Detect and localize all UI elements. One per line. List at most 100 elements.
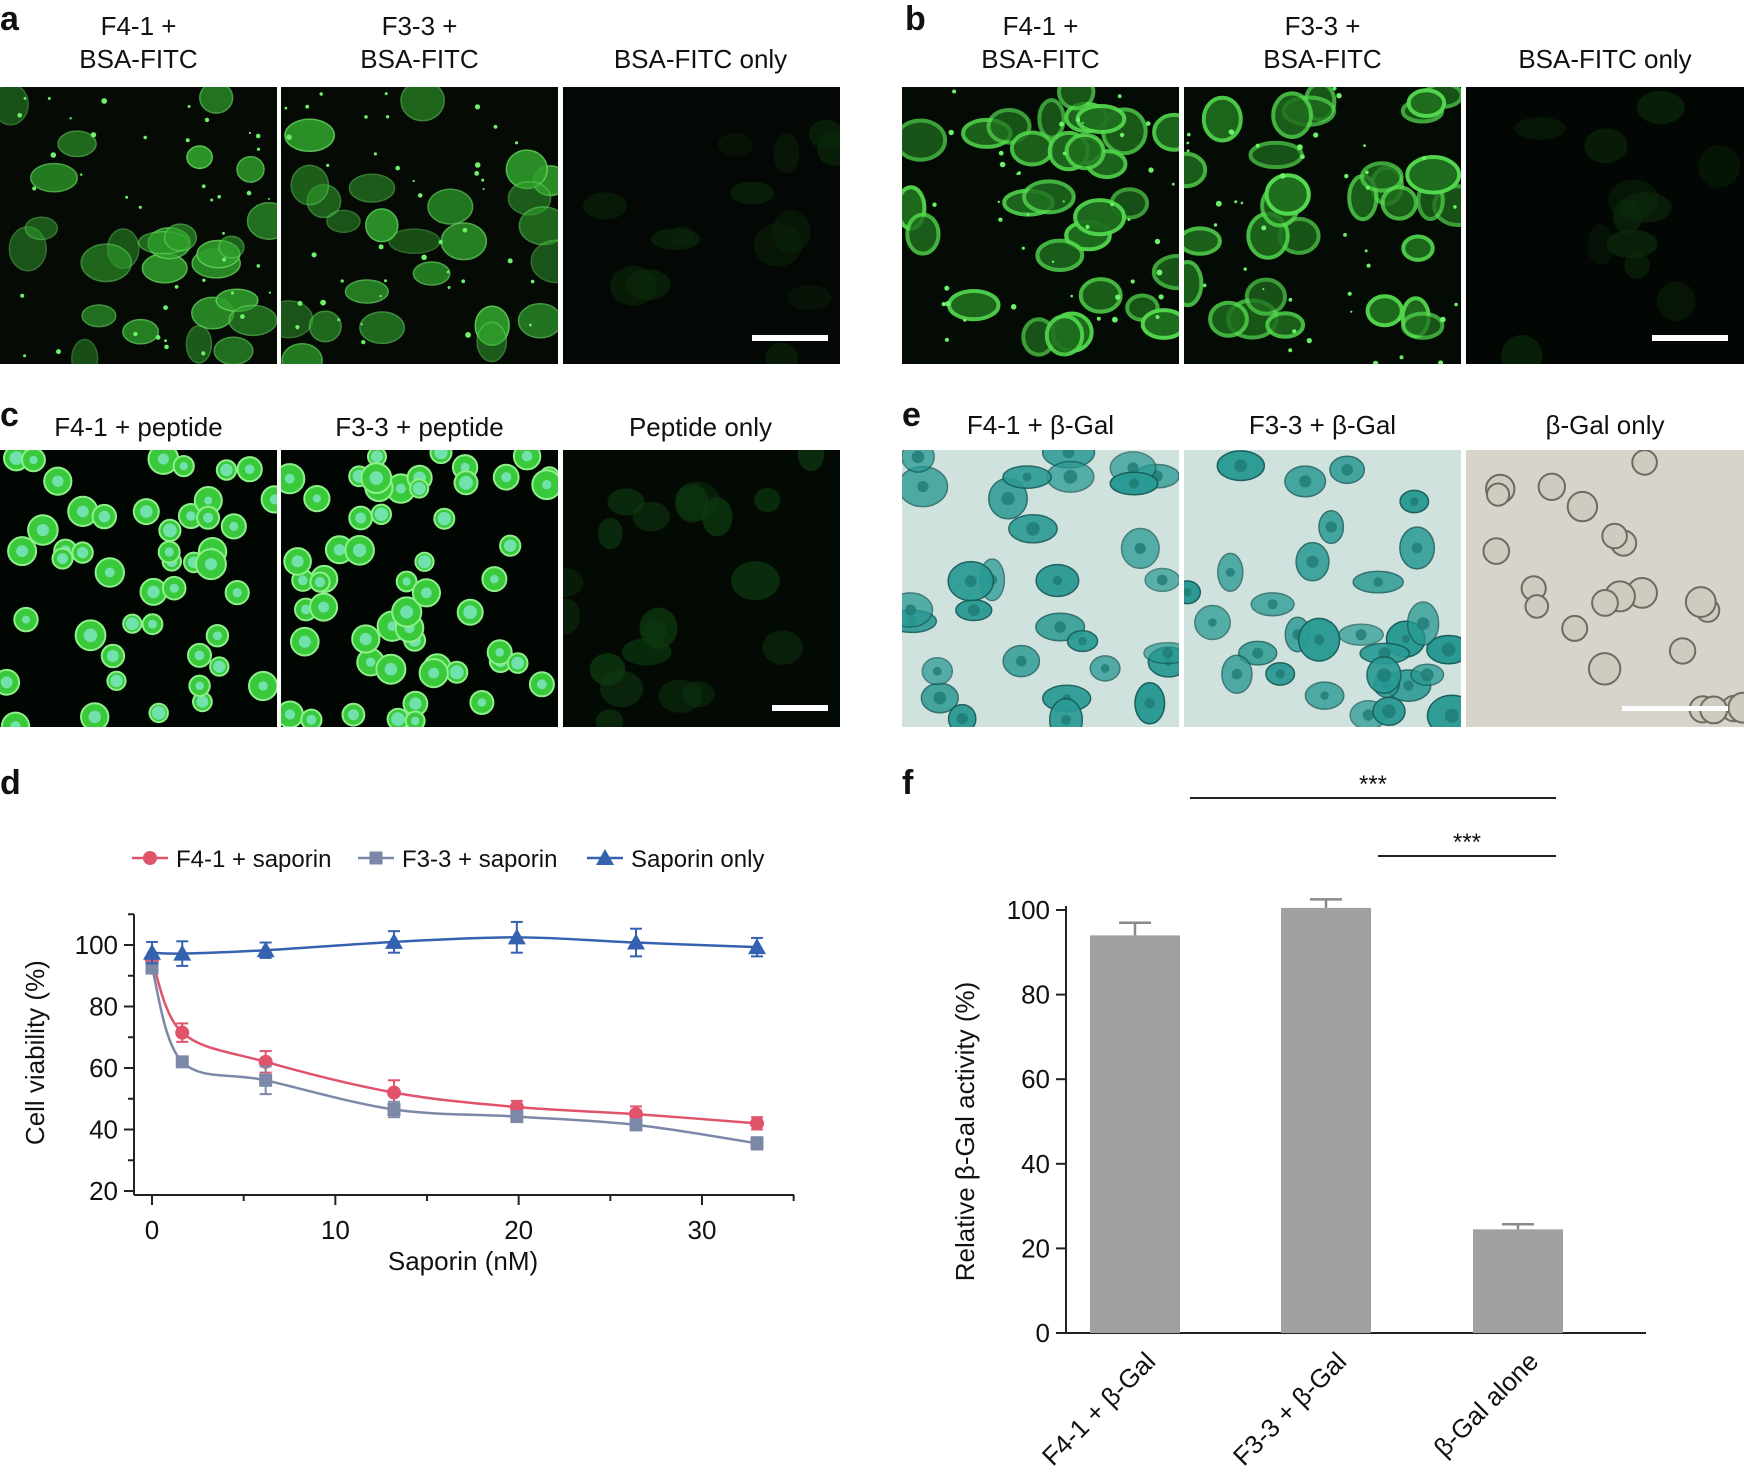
- cell-nucleus: [369, 471, 384, 485]
- cell-nucleus: [1275, 669, 1285, 679]
- cell-nucleus: [1100, 664, 1110, 673]
- cell-nucleus: [1052, 575, 1063, 586]
- cell-shape: [246, 202, 277, 240]
- vesicle-dot: [1365, 170, 1369, 175]
- cell-shape: [1636, 91, 1685, 124]
- vesicle-dot: [1421, 156, 1426, 161]
- vesicle-dot: [295, 325, 300, 330]
- micrograph-e-f33: [1184, 450, 1461, 727]
- cell-shape: [427, 188, 474, 225]
- cell-shape: [359, 311, 406, 345]
- vesicle-dot: [319, 92, 323, 96]
- cell-shape: [1244, 277, 1288, 316]
- cell-shape: [71, 338, 99, 364]
- panel-label-c: c: [0, 396, 19, 434]
- vesicle-dot: [337, 318, 341, 322]
- cell-shape: [731, 561, 780, 601]
- cell-shape: [1727, 691, 1744, 724]
- cell-nucleus: [495, 648, 504, 657]
- data-point: [510, 1110, 524, 1124]
- vesicle-dot: [1365, 185, 1370, 190]
- significance-bracket-1: ***: [1378, 829, 1556, 857]
- y-tick-label: 0: [1036, 1318, 1050, 1348]
- cell-shape: [290, 164, 330, 206]
- vesicle-dot: [446, 270, 450, 274]
- panel-b-title-1: F4-1 + BSA-FITC: [981, 11, 1100, 74]
- cell-shape: [30, 162, 78, 193]
- x-tick-label: 10: [321, 1215, 350, 1245]
- cell-shape: [632, 501, 670, 532]
- chart-d-cell-viability: F4-1 + saporin F3-3 + saporin Saporin only…: [20, 846, 795, 1276]
- vesicle-dot: [32, 186, 37, 191]
- cell-nucleus: [1001, 492, 1015, 506]
- legend-label: F3-3 + saporin: [402, 846, 557, 873]
- cell-nucleus: [204, 496, 213, 505]
- data-point: [175, 1055, 189, 1069]
- y-tick-label: 20: [1021, 1233, 1050, 1263]
- vesicle-dot: [384, 92, 388, 96]
- cell-nucleus: [1127, 462, 1139, 474]
- data-point: [173, 944, 192, 961]
- data-point: [629, 1107, 643, 1122]
- scale-bar-c: [772, 705, 828, 711]
- cell-nucleus: [179, 462, 188, 471]
- cell-shape: [308, 310, 342, 343]
- panel-label-f: f: [902, 764, 914, 802]
- cell-nucleus: [57, 553, 68, 565]
- cell-shape: [1401, 234, 1435, 262]
- micrograph-b-f33: [1184, 87, 1461, 364]
- cell-shape: [1631, 450, 1658, 476]
- y-tick-label: 100: [1007, 895, 1050, 925]
- cell-shape: [1201, 95, 1243, 143]
- vesicle-dot: [163, 305, 169, 310]
- cell-nucleus: [104, 567, 115, 578]
- vesicle-dot: [90, 132, 97, 138]
- cell-nucleus: [1382, 704, 1396, 719]
- vesicle-dot: [421, 254, 427, 261]
- cell-shape: [765, 342, 798, 364]
- cell-nucleus: [359, 632, 372, 646]
- cell-nucleus: [412, 481, 426, 496]
- x-tick-label: 0: [145, 1215, 159, 1245]
- cell-shape: [400, 87, 445, 122]
- micrograph-c-control: [563, 450, 840, 727]
- cell-nucleus: [76, 505, 89, 518]
- cell-nucleus: [1306, 555, 1319, 568]
- vesicle-dot: [1234, 200, 1238, 204]
- panel-c-title-1: F4-1 + peptide: [54, 412, 223, 442]
- cell-shape: [902, 592, 934, 628]
- cell-nucleus: [157, 453, 169, 465]
- cell-nucleus: [1134, 542, 1146, 554]
- cell-shape: [772, 210, 811, 254]
- vesicle-dot: [944, 337, 949, 342]
- cell-nucleus: [391, 712, 405, 726]
- panel-label-e: e: [902, 396, 921, 434]
- y-tick-label: 20: [89, 1176, 118, 1206]
- vesicle-dot: [998, 150, 1004, 156]
- legend-item-1: F3-3 + saporin: [358, 846, 557, 873]
- vesicle-dot: [268, 197, 270, 200]
- cell-shape: [281, 300, 314, 339]
- cell-nucleus: [384, 662, 398, 676]
- cell-shape: [24, 216, 59, 241]
- vesicle-dot: [1026, 212, 1030, 216]
- cell-shape: [186, 145, 213, 170]
- vesicle-dot: [256, 264, 261, 268]
- cell-shape: [1037, 98, 1066, 140]
- vesicle-dot: [1372, 360, 1379, 364]
- cell-shape: [1048, 697, 1084, 727]
- cell-shape: [902, 118, 948, 162]
- vesicle-dot: [529, 323, 532, 327]
- cell-shape: [1485, 482, 1511, 507]
- cell-shape: [1501, 335, 1543, 364]
- cell-shape: [787, 285, 832, 311]
- panel-a-title-1: F4-1 + BSA-FITC: [79, 11, 198, 74]
- vesicle-dot: [360, 323, 363, 326]
- vesicle-dot: [1262, 288, 1265, 291]
- cell-nucleus: [10, 721, 21, 727]
- y-tick-label: 100: [75, 930, 118, 960]
- cell-nucleus: [932, 666, 942, 676]
- cell-shape: [1151, 253, 1179, 291]
- vesicle-dot: [1154, 238, 1161, 245]
- vesicle-dot: [1070, 294, 1073, 298]
